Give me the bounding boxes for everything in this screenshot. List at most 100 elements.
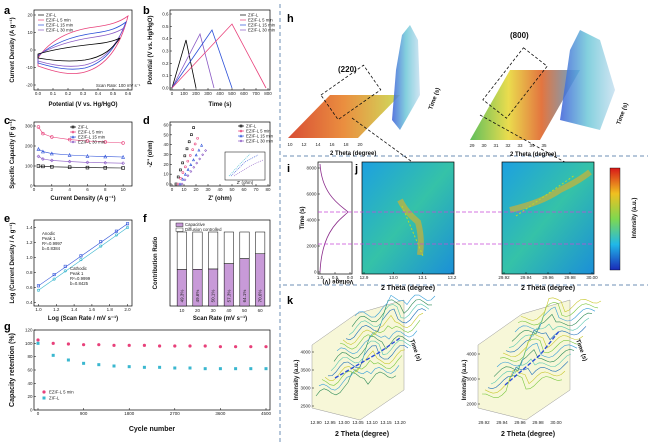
h-xtick-left: 16 bbox=[329, 142, 335, 147]
f-bar-diffusion bbox=[192, 231, 203, 270]
waterfall-floor-right bbox=[470, 70, 580, 140]
d-legend-label: ZIF-L bbox=[246, 124, 257, 129]
peak-label-left: (220) bbox=[338, 65, 357, 74]
h-xtick-right: 31 bbox=[493, 143, 499, 148]
panel-label-k: k bbox=[287, 295, 294, 307]
c-point bbox=[67, 159, 72, 164]
anodic-line: b=0.8384 bbox=[42, 246, 61, 251]
x-axis-label-f: Scan Rate (mV s⁻¹) bbox=[193, 315, 247, 322]
c-point bbox=[36, 154, 41, 159]
d-legend-marker bbox=[239, 134, 243, 138]
waterfall-ridge-left bbox=[392, 25, 420, 130]
e-point bbox=[52, 277, 56, 281]
d-point bbox=[187, 140, 191, 144]
c-point bbox=[85, 139, 90, 143]
k-left-trace bbox=[336, 330, 418, 355]
k-xtick-right: 29.92 bbox=[478, 420, 490, 425]
g-point-ezif5 bbox=[158, 344, 162, 348]
g-point-ezif5 bbox=[82, 343, 86, 347]
k-xtick-left: 13.15 bbox=[380, 420, 392, 425]
y-ticks-d: 0 10 20 30 40 50 60 bbox=[163, 123, 172, 187]
h-xtick-right: 35 bbox=[541, 143, 547, 148]
b-xtick-label: 700 bbox=[252, 91, 260, 96]
d-ytick-label: 60 bbox=[163, 123, 169, 128]
cv-curve-ezif5 bbox=[37, 15, 129, 74]
gcd-curve-ezif15 bbox=[171, 29, 233, 89]
y-ticks-k-left: 2500 3000 3500 4000 bbox=[300, 350, 314, 409]
x-ticks-k-right: 29.92 29.94 29.96 29.98 30.00 bbox=[478, 420, 562, 425]
b-xtick-label: 200 bbox=[192, 91, 200, 96]
g-point-zif bbox=[127, 365, 131, 369]
g-point-zif bbox=[66, 358, 70, 362]
j-xtick-label: 13.2 bbox=[448, 275, 457, 280]
waterfall-k-right-box bbox=[477, 299, 571, 421]
c-ytick-label: 0 bbox=[30, 184, 33, 189]
d-xtick-label: 70 bbox=[253, 187, 259, 192]
panel-h: h (220) 10 12 14 16 18 20 2 Theta (degree) Ti… bbox=[287, 13, 630, 166]
y-ticks-e: 0.4 0.6 0.8 1.0 1.2 1.4 bbox=[26, 225, 36, 305]
g-ytick-label: 60 bbox=[27, 368, 33, 373]
d-point bbox=[196, 136, 199, 140]
d-point bbox=[176, 182, 180, 186]
d-ytick-label: 50 bbox=[163, 132, 169, 137]
x-axis-label-j-right: 2 Theta (degree) bbox=[521, 285, 575, 292]
x-axis-label-j-left: 2 Theta (degree) bbox=[381, 285, 435, 292]
g-point-zif bbox=[203, 367, 207, 371]
b-xtick-label: 100 bbox=[180, 91, 188, 96]
f-bar-label: 49.3% bbox=[179, 290, 184, 303]
g-point-ezif5 bbox=[218, 345, 222, 349]
x-ticks-j-right: 29.92 29.94 29.96 29.98 30.00 bbox=[498, 272, 598, 280]
g-point-ezif5 bbox=[36, 338, 40, 342]
c-point bbox=[36, 164, 41, 168]
k-left-trace bbox=[339, 320, 421, 350]
x-axis-label-k-right: 2 Theta (degree) bbox=[501, 431, 555, 438]
c-point bbox=[103, 160, 108, 165]
c-point bbox=[41, 149, 45, 154]
g-xtick-label: 2700 bbox=[170, 411, 181, 416]
b-xtick-label: 600 bbox=[240, 91, 248, 96]
h-xtick-right: 32 bbox=[505, 143, 511, 148]
g-xtick-label: 900 bbox=[80, 411, 88, 416]
d-point bbox=[188, 154, 192, 157]
d-xtick-label: 50 bbox=[229, 187, 235, 192]
panel-j: j 12.9 13.0 13.1 13.2 29.92 29.94 29.96 29.98 3… bbox=[318, 161, 638, 292]
e-ytick-label: 1.0 bbox=[26, 255, 33, 260]
zoom-connector-2 bbox=[479, 114, 571, 166]
cv-curve-zif bbox=[37, 37, 121, 62]
k-right-trace bbox=[499, 338, 581, 362]
peak-label-right: (800) bbox=[510, 31, 529, 40]
panel-label-j: j bbox=[354, 163, 358, 175]
time-label-k-left: Time (s) bbox=[408, 339, 421, 363]
k-xtick-left: 13.05 bbox=[352, 420, 364, 425]
b-xtick-label: 0 bbox=[171, 91, 174, 96]
g-point-zif bbox=[264, 367, 268, 371]
k-left-ytick-label: 4000 bbox=[300, 350, 311, 355]
d-xtick-label: 40 bbox=[217, 187, 223, 192]
c-point bbox=[49, 151, 54, 156]
d-point bbox=[197, 148, 201, 152]
d-point bbox=[186, 159, 190, 163]
a-xtick-label: 0.1 bbox=[50, 91, 57, 96]
x-axis-label-c: Current Density (A g⁻¹) bbox=[50, 195, 115, 202]
marks-e bbox=[36, 222, 130, 292]
d-xtick-label: 80 bbox=[265, 187, 271, 192]
gcd-curve-zif bbox=[171, 39, 197, 89]
d-legend-label: EZIF-L 15 min bbox=[246, 134, 274, 139]
d-point bbox=[179, 168, 182, 172]
y-axis-label-k-left: Intensity (a.u.) bbox=[294, 360, 300, 401]
d-point bbox=[183, 178, 187, 182]
y-ticks-b: 0.0 0.1 0.2 0.3 0.4 0.5 0.6 bbox=[162, 12, 172, 91]
e-point bbox=[36, 284, 40, 288]
g-point-ezif5 bbox=[112, 343, 116, 347]
c-ytick-label: 200 bbox=[25, 144, 33, 149]
g-point-ezif5 bbox=[127, 343, 131, 347]
g-point-zif bbox=[218, 367, 222, 371]
g-point-zif bbox=[142, 365, 146, 369]
f-bar-label: 50.1% bbox=[211, 290, 216, 303]
f-bar-label: 57.3% bbox=[226, 290, 231, 303]
panel-a: a 0.0 0.1 0.2 0.3 0.4 0.5 0.6 -20 -10 0 10 20 Pote… bbox=[4, 5, 141, 108]
f-xtick-label: 60 bbox=[258, 308, 264, 313]
d-point bbox=[181, 171, 185, 174]
e-point bbox=[63, 269, 67, 273]
